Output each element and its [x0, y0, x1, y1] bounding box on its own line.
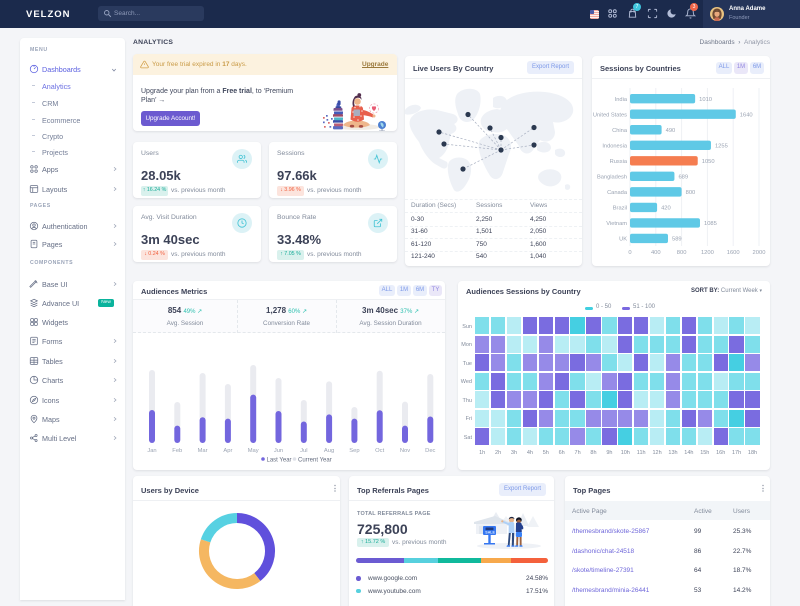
svg-text:1200: 1200	[701, 250, 714, 256]
svg-text:Nov: Nov	[400, 448, 410, 454]
svg-text:1050: 1050	[702, 159, 715, 165]
svg-text:Jul: Jul	[300, 448, 307, 454]
svg-text:Brazil: Brazil	[613, 206, 627, 212]
svg-text:Current Year: Current Year	[298, 458, 332, 464]
svg-text:1255: 1255	[715, 143, 728, 149]
svg-text:Jan: Jan	[147, 448, 156, 454]
svg-text:800: 800	[677, 250, 687, 256]
svg-text:400: 400	[651, 250, 661, 256]
svg-text:Dec: Dec	[425, 448, 435, 454]
svg-text:Last Year: Last Year	[267, 458, 292, 464]
svg-text:1600: 1600	[727, 250, 740, 256]
svg-text:India: India	[615, 97, 628, 103]
svg-text:May: May	[248, 448, 259, 454]
svg-text:Canada: Canada	[607, 190, 628, 196]
svg-text:689: 689	[678, 175, 688, 181]
svg-text:Apr: Apr	[223, 448, 232, 454]
svg-text:800: 800	[686, 190, 696, 196]
svg-text:Jun: Jun	[274, 448, 283, 454]
svg-text:Mar: Mar	[198, 448, 208, 454]
svg-text:2000: 2000	[753, 250, 766, 256]
svg-text:1640: 1640	[740, 112, 753, 118]
svg-text:United States: United States	[593, 112, 627, 118]
svg-text:Feb: Feb	[172, 448, 182, 454]
svg-text:Russia: Russia	[610, 159, 628, 165]
svg-text:589: 589	[672, 237, 682, 243]
svg-text:Oct: Oct	[375, 448, 384, 454]
svg-text:Sep: Sep	[349, 448, 359, 454]
svg-text:1010: 1010	[699, 97, 712, 103]
svg-text:China: China	[612, 128, 628, 134]
svg-text:0: 0	[628, 250, 631, 256]
svg-text:Indonesia: Indonesia	[602, 143, 628, 149]
svg-text:420: 420	[661, 206, 671, 212]
svg-text:1085: 1085	[704, 221, 717, 227]
svg-text:UK: UK	[619, 237, 627, 243]
svg-text:490: 490	[666, 128, 676, 134]
svg-text:Bangladesh: Bangladesh	[597, 175, 627, 181]
svg-text:Aug: Aug	[324, 448, 334, 454]
svg-text:Vietnam: Vietnam	[606, 221, 627, 227]
svg-text:SALE: SALE	[485, 531, 495, 535]
